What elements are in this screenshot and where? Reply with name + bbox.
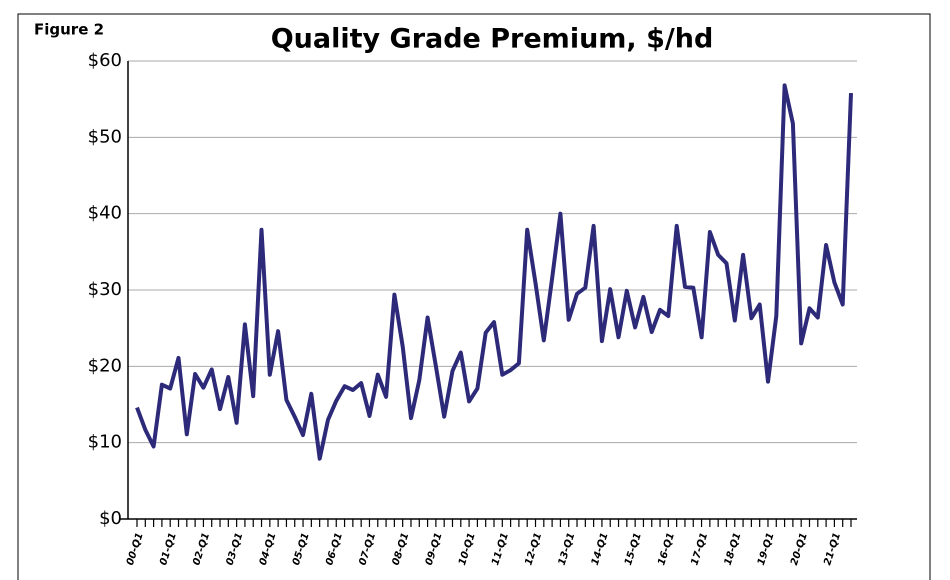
- y-tick-label: $30: [88, 279, 122, 300]
- x-tick-label: 05-Q1: [291, 531, 312, 566]
- x-tick-label: 12-Q1: [523, 531, 544, 566]
- y-tick-label: $0: [99, 508, 122, 529]
- y-tick-label: $60: [88, 50, 122, 71]
- x-tick-label: 16-Q1: [656, 531, 677, 566]
- data-line: [135, 83, 853, 461]
- x-tick-label: 00-Q1: [125, 531, 146, 566]
- x-tick-label: 14-Q1: [590, 531, 611, 566]
- figure-label: Figure 2: [34, 21, 104, 39]
- x-tick-label: 08-Q1: [391, 531, 412, 566]
- y-tick-label: $10: [88, 432, 122, 453]
- x-tick-label: 18-Q1: [723, 531, 744, 566]
- x-tick-label: 15-Q1: [623, 531, 644, 566]
- x-tick-label: 09-Q1: [424, 531, 445, 566]
- x-tick-label: 20-Q1: [789, 531, 810, 566]
- y-tick-label: $20: [88, 355, 122, 376]
- y-tick-label: $40: [88, 203, 122, 224]
- x-tick-label: 02-Q1: [191, 531, 212, 566]
- x-tick-label: 03-Q1: [225, 531, 246, 566]
- y-tick-label: $50: [88, 126, 122, 147]
- x-tick-label: 10-Q1: [457, 531, 478, 566]
- x-tick-label: 07-Q1: [357, 531, 378, 566]
- x-tick-label: 01-Q1: [158, 531, 179, 566]
- x-tick-label: 11-Q1: [490, 531, 511, 566]
- chart-title: Quality Grade Premium, $/hd: [271, 24, 714, 55]
- x-tick-label: 19-Q1: [756, 531, 777, 566]
- frame: [17, 13, 931, 580]
- x-tick-label: 06-Q1: [324, 531, 345, 566]
- x-tick-label: 04-Q1: [258, 531, 279, 566]
- x-tick-label: 13-Q1: [557, 531, 578, 566]
- x-tick-label: 21-Q1: [822, 531, 843, 566]
- x-tick-label: 17-Q1: [689, 531, 710, 566]
